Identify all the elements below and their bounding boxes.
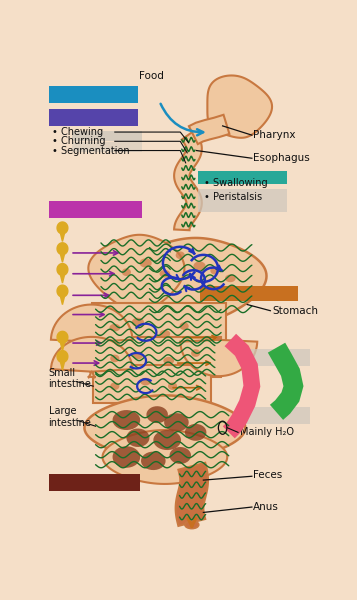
Text: Food: Food — [140, 71, 164, 81]
Polygon shape — [154, 430, 181, 450]
Polygon shape — [176, 251, 185, 259]
Polygon shape — [126, 428, 150, 447]
Polygon shape — [110, 355, 120, 362]
Text: Anus: Anus — [253, 502, 279, 512]
Polygon shape — [168, 382, 177, 390]
Polygon shape — [174, 131, 202, 230]
Polygon shape — [88, 235, 185, 312]
Polygon shape — [110, 382, 120, 390]
Text: Stomach: Stomach — [272, 306, 318, 316]
Text: • Chewing: • Chewing — [52, 127, 103, 137]
Polygon shape — [193, 262, 206, 271]
Polygon shape — [189, 115, 230, 144]
Bar — [49, 202, 142, 218]
Polygon shape — [132, 352, 143, 359]
Polygon shape — [122, 268, 131, 276]
Polygon shape — [140, 259, 152, 268]
Polygon shape — [164, 357, 174, 365]
Polygon shape — [61, 234, 64, 241]
Polygon shape — [57, 350, 68, 362]
Bar — [49, 86, 138, 103]
Text: Small
intestine: Small intestine — [49, 368, 91, 389]
Bar — [200, 286, 298, 301]
Polygon shape — [180, 337, 257, 376]
Polygon shape — [57, 222, 68, 234]
Polygon shape — [160, 270, 170, 278]
Polygon shape — [85, 395, 245, 460]
Polygon shape — [93, 365, 211, 403]
Polygon shape — [132, 317, 144, 327]
Polygon shape — [61, 254, 64, 262]
Polygon shape — [57, 331, 68, 343]
Polygon shape — [102, 430, 227, 484]
Text: Mainly H₂O: Mainly H₂O — [240, 427, 293, 437]
Polygon shape — [141, 452, 166, 470]
Text: Large
intestine: Large intestine — [49, 406, 91, 428]
Polygon shape — [180, 322, 189, 330]
Text: • Churning: • Churning — [52, 136, 105, 146]
Polygon shape — [61, 297, 64, 305]
Text: Pharynx: Pharynx — [253, 130, 296, 140]
Polygon shape — [51, 305, 132, 345]
Ellipse shape — [185, 521, 199, 529]
Polygon shape — [225, 275, 236, 282]
Polygon shape — [57, 285, 68, 297]
Text: Feces: Feces — [253, 470, 283, 481]
Polygon shape — [112, 446, 140, 468]
Polygon shape — [176, 463, 208, 526]
Polygon shape — [164, 413, 189, 431]
Polygon shape — [57, 243, 68, 254]
Polygon shape — [110, 324, 120, 331]
Text: • Swallowing: • Swallowing — [204, 178, 268, 188]
Polygon shape — [125, 238, 267, 323]
Bar — [49, 474, 140, 491]
Text: • Segmentation: • Segmentation — [52, 146, 129, 155]
Bar — [72, 142, 142, 152]
Polygon shape — [61, 275, 64, 283]
Text: Esophagus: Esophagus — [253, 153, 310, 163]
Text: • Peristalsis: • Peristalsis — [204, 192, 262, 202]
Polygon shape — [112, 410, 140, 430]
Polygon shape — [140, 378, 151, 385]
Polygon shape — [170, 447, 191, 464]
Polygon shape — [146, 406, 168, 423]
Polygon shape — [51, 337, 132, 377]
Bar — [198, 170, 287, 184]
Bar — [72, 131, 142, 140]
Bar — [49, 109, 138, 126]
Bar — [244, 349, 310, 366]
Polygon shape — [223, 334, 260, 439]
Polygon shape — [191, 349, 200, 357]
Bar — [198, 189, 287, 212]
Polygon shape — [61, 362, 64, 370]
Polygon shape — [92, 337, 221, 377]
Polygon shape — [207, 76, 272, 138]
Polygon shape — [92, 303, 226, 346]
Polygon shape — [57, 263, 68, 275]
Polygon shape — [185, 424, 206, 441]
Polygon shape — [160, 330, 170, 338]
Polygon shape — [210, 267, 220, 274]
Polygon shape — [268, 343, 303, 420]
Polygon shape — [61, 343, 64, 351]
Bar — [244, 407, 310, 424]
